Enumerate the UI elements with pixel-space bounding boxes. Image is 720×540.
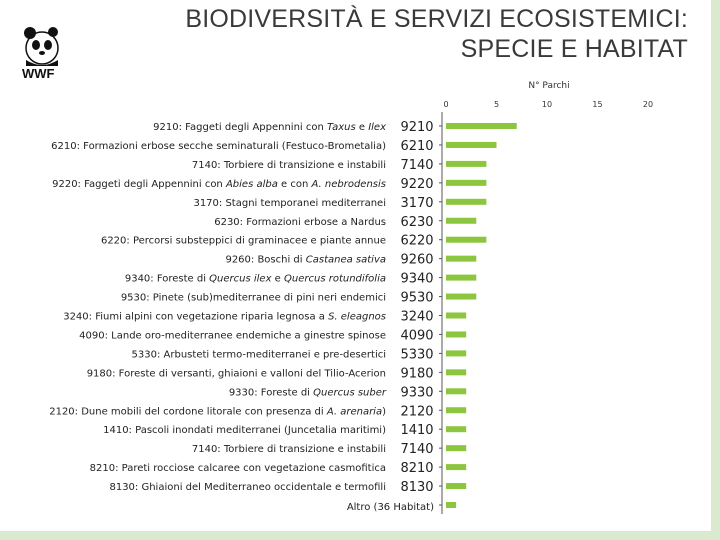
- bar-13: [446, 369, 467, 376]
- category-label: 3240: Fiumi alpini con vegetazione ripar…: [63, 312, 386, 323]
- bar-15: [446, 407, 467, 414]
- x-tick-label: 10: [542, 100, 552, 109]
- wwf-panda-logo: [24, 27, 59, 66]
- category-code-label: 7140: [400, 158, 433, 173]
- category-label: 9330: Foreste di Quercus suber: [229, 387, 387, 398]
- slide-bottom-border: [0, 531, 720, 540]
- x-tick-label: 15: [592, 100, 602, 109]
- category-label: 6220: Percorsi substeppici di graminacee…: [101, 236, 386, 247]
- bar-14: [446, 388, 467, 395]
- category-code-label: 4090: [400, 328, 433, 343]
- category-label: 6230: Formazioni erbose a Nardus: [214, 217, 386, 228]
- category-label: 8210: Pareti rocciose calcaree con veget…: [90, 463, 386, 474]
- category-label: 3170: Stagni temporanei mediterranei: [193, 198, 386, 209]
- category-label: 4090: Lande oro-mediterranee endemiche a…: [79, 330, 386, 341]
- category-code-label: 9210: [400, 120, 433, 135]
- x-tick-label: 0: [443, 100, 448, 109]
- category-code-label: 9260: [400, 253, 433, 268]
- category-code-label: 7140: [400, 442, 433, 457]
- x-axis-title: N° Parchi: [528, 81, 569, 91]
- category-label: 9260: Boschi di Castanea sativa: [225, 255, 386, 266]
- bar-19: [446, 483, 467, 490]
- category-code-label: 9340: [400, 272, 433, 287]
- category-label: 6210: Formazioni erbose secche seminatur…: [51, 141, 386, 152]
- title-line-1: BIODIVERSITÀ E SERVIZI ECOSISTEMICI:: [185, 5, 688, 33]
- category-label: 9210: Faggeti degli Appennini con Taxus …: [153, 122, 386, 133]
- bar-5: [446, 217, 477, 224]
- bar-20: [446, 502, 457, 508]
- category-code-label: 8130: [400, 480, 433, 495]
- category-label: 7140: Torbiere di transizione e instabil…: [192, 444, 386, 455]
- title-line-2: SPECIE E HABITAT: [460, 35, 688, 63]
- bar-7: [446, 255, 477, 262]
- category-code-label: 3170: [400, 196, 433, 211]
- category-code-label: 9530: [400, 291, 433, 306]
- bar-3: [446, 179, 487, 186]
- slide-right-border: [711, 0, 720, 540]
- category-label: 5330: Arbusteti termo-mediterranei e pre…: [132, 349, 386, 360]
- category-code-label: 9180: [400, 366, 433, 381]
- category-code-label: 3240: [400, 310, 433, 325]
- category-label: 9220: Faggeti degli Appennini con Abies …: [52, 179, 386, 190]
- bar-4: [446, 198, 487, 205]
- category-code-label: 8210: [400, 461, 433, 476]
- bar-0: [446, 123, 517, 129]
- category-label: 7140: Torbiere di transizione e instabil…: [192, 160, 386, 171]
- bar-18: [446, 464, 467, 471]
- category-code-label: 9220: [400, 177, 433, 192]
- category-label: 1410: Pascoli inondati mediterranei (Jun…: [103, 425, 386, 436]
- category-code-label: 6230: [400, 215, 433, 230]
- category-code-label: 9330: [400, 385, 433, 400]
- wwf-logo-text: WWF: [22, 66, 55, 81]
- bar-6: [446, 236, 487, 243]
- slide-title: BIODIVERSITÀ E SERVIZI ECOSISTEMICI: SPE…: [128, 4, 688, 64]
- bar-11: [446, 331, 467, 338]
- category-label: 2120: Dune mobili del cordone litorale c…: [49, 406, 386, 417]
- bar-12: [446, 350, 467, 357]
- category-code-label: 6220: [400, 234, 433, 249]
- x-tick-label: 5: [494, 100, 499, 109]
- category-label: 8130: Ghiaioni del Mediterraneo occident…: [109, 482, 386, 493]
- bar-1: [446, 141, 497, 148]
- bar-9: [446, 293, 477, 300]
- bar-8: [446, 274, 477, 281]
- category-code-label: 6210: [400, 139, 433, 154]
- category-label: 9340: Foreste di Quercus ilex e Quercus …: [125, 274, 386, 285]
- x-tick-label: 20: [643, 100, 653, 109]
- bar-17: [446, 445, 467, 452]
- category-label: 9180: Foreste di versanti, ghiaioni e va…: [87, 368, 386, 379]
- category-label: 9530: Pinete (sub)mediterranee di pini n…: [121, 293, 386, 304]
- bar-16: [446, 426, 467, 433]
- bar-2: [446, 160, 487, 167]
- category-code-label: 2120: [400, 404, 433, 419]
- category-code-label: 1410: [400, 423, 433, 438]
- bar-10: [446, 312, 467, 319]
- category-code-label: 5330: [400, 347, 433, 362]
- category-code-label: Altro (36 Habitat): [347, 502, 434, 513]
